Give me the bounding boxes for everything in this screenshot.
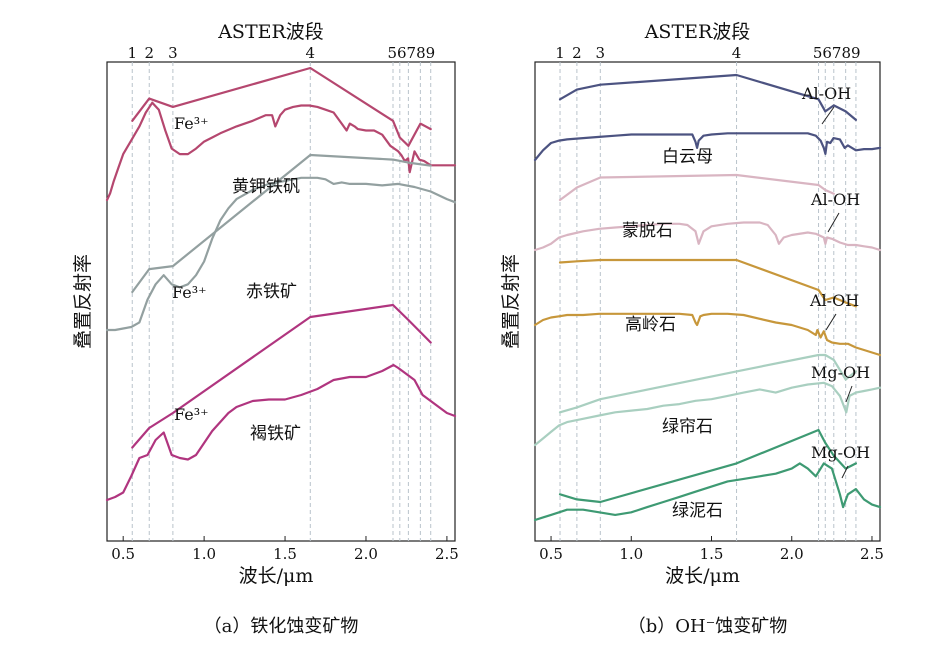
annotation-pointer [827, 212, 840, 233]
x-tick-label: 0.5 [539, 545, 563, 563]
series-line-蒙脱石-hull [558, 173, 835, 202]
plot-frame [106, 61, 456, 542]
absorption-annotation: Fe³⁺ [172, 283, 207, 302]
absorption-annotation: Mg-OH [811, 443, 870, 462]
aster-title: ASTER波段 [217, 21, 324, 43]
series-line-赤铁矿-convex-hull [131, 153, 432, 294]
x-tick-label: 2.0 [780, 545, 804, 563]
absorption-annotation: Fe³⁺ [174, 114, 209, 133]
aster-title: ASTER波段 [644, 21, 751, 43]
x-tick-label: 1.5 [700, 545, 724, 563]
x-axis-label: 波长/μm [665, 565, 740, 587]
x-tick-label: 0.5 [111, 545, 135, 563]
series-line-褐铁矿-convex-hull [131, 303, 432, 449]
absorption-annotation: Fe³⁺ [174, 405, 209, 424]
x-tick-label: 2.5 [435, 545, 459, 563]
absorption-annotation: Al-OH [809, 291, 859, 310]
band-label-56789: 56789 [387, 44, 435, 62]
annotation-pointer [845, 385, 853, 403]
band-label-1: 1 [127, 44, 137, 62]
annotation-pointer [825, 313, 837, 331]
mineral-label: 高岭石 [625, 315, 676, 335]
band-label-3: 3 [168, 44, 178, 62]
absorption-annotation: Al-OH [801, 84, 851, 103]
y-axis-label: 叠置反射率 [72, 254, 94, 349]
mineral-label: 赤铁矿 [246, 282, 297, 302]
plot-frame [534, 61, 881, 542]
x-tick-label: 1.5 [273, 545, 297, 563]
series-line-黄钾铁矾-convex-hull [131, 66, 432, 147]
series-line-赤铁矿 [105, 176, 457, 332]
annotation-pointer [841, 465, 849, 479]
panel-caption: （b）OH⁻蚀变矿物 [628, 616, 787, 637]
band-label-4: 4 [306, 44, 316, 62]
series-line-绿帘石 [533, 381, 882, 447]
y-axis-label: 叠置反射率 [500, 254, 522, 349]
band-label-2: 2 [144, 44, 154, 62]
band-label-1: 1 [555, 44, 565, 62]
mineral-label: 白云母 [662, 147, 713, 167]
series-line-蒙脱石 [533, 221, 882, 252]
annotation-pointer [821, 106, 835, 125]
absorption-annotation: Al-OH [810, 190, 860, 209]
x-tick-label: 1.0 [619, 545, 643, 563]
series-line-绿帘石-hull [558, 353, 857, 414]
x-axis-label: 波长/μm [239, 565, 314, 587]
mineral-label: 褐铁矿 [250, 424, 301, 444]
panel-caption: （a）铁化蚀变矿物 [204, 616, 359, 637]
series-line-高岭石 [533, 312, 882, 357]
x-tick-label: 2.0 [354, 545, 378, 563]
series-line-高岭石-hull [558, 258, 857, 308]
panel-b: ASTER波段 1 2 3 4 56789 0.5 1.0 1.5 2.0 2.5 波长/μm 叠置反射… [500, 21, 884, 637]
mineral-label: 绿帘石 [662, 417, 713, 437]
series-line-白云母-hull [558, 73, 857, 121]
mineral-label: 绿泥石 [672, 501, 723, 521]
absorption-annotation: Mg-OH [811, 363, 870, 382]
series-line-白云母 [533, 132, 882, 162]
band-label-4: 4 [732, 44, 742, 62]
series-line-绿泥石-hull [558, 428, 857, 504]
mineral-label: 蒙脱石 [622, 221, 673, 241]
band-label-56789: 56789 [813, 44, 861, 62]
mineral-label: 黄钾铁矾 [232, 177, 300, 197]
x-tick-label: 2.5 [860, 545, 884, 563]
band-label-3: 3 [596, 44, 606, 62]
x-tick-label: 1.0 [192, 545, 216, 563]
series-line-褐铁矿 [105, 363, 457, 502]
series-line-绿泥石 [533, 462, 882, 522]
band-label-2: 2 [572, 44, 582, 62]
panel-a: ASTER波段 1 2 3 4 56789 0.5 1.0 1.5 2.0 2.5 波长/μm 叠置反射… [72, 21, 459, 637]
